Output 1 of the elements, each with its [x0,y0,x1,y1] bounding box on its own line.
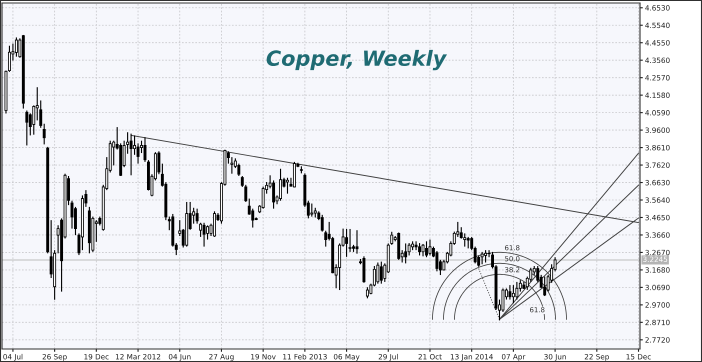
text: Copper, Weekly [266,50,448,70]
